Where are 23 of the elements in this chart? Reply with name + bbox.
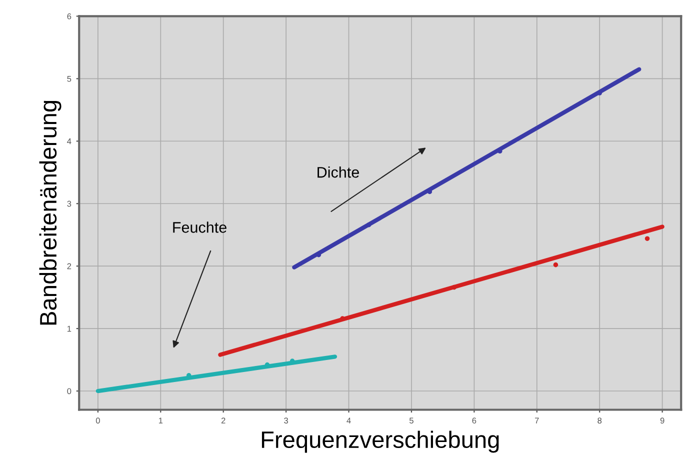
y-tick-label: 6 [67, 13, 72, 20]
point [644, 236, 650, 241]
x-tick-label: 8 [598, 418, 602, 424]
annotation: Feuchte [173, 222, 226, 233]
y-tick-label: 3 [67, 200, 72, 207]
annotation: Dichte [318, 166, 359, 178]
x-tick-label: 5 [409, 418, 414, 424]
y-tick-label: 1 [67, 326, 72, 332]
y-tick-label: 5 [67, 76, 72, 82]
y-tick-label: 2 [67, 263, 72, 270]
y-tick-label: 4 [67, 138, 72, 144]
x-axis-title: Frequenzverschiebung [262, 430, 499, 453]
y-axis-title: Bandbreitenänderung [39, 100, 62, 325]
x-tick-label: 6 [472, 418, 476, 424]
point [553, 262, 558, 268]
x-tick-label: 9 [660, 418, 664, 424]
x-tick-label: 4 [346, 418, 351, 424]
y-tick-label: 0 [67, 388, 72, 394]
x-tick-label: 3 [284, 418, 288, 424]
x-tick-label: 7 [535, 418, 539, 424]
x-tick-label: 2 [221, 418, 226, 424]
x-tick-label: 0 [96, 418, 100, 424]
x-tick-label: 1 [158, 418, 163, 424]
